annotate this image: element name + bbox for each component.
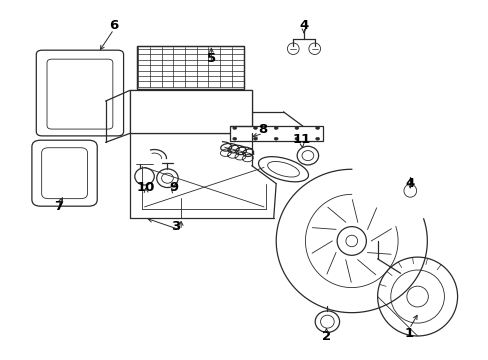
Ellipse shape <box>232 127 236 130</box>
Ellipse shape <box>161 173 173 183</box>
Ellipse shape <box>377 257 457 336</box>
Text: 8: 8 <box>258 123 267 136</box>
FancyBboxPatch shape <box>41 148 87 199</box>
Ellipse shape <box>406 286 427 307</box>
Ellipse shape <box>253 137 257 140</box>
Text: 3: 3 <box>170 220 180 233</box>
Polygon shape <box>130 90 251 134</box>
Ellipse shape <box>336 226 366 255</box>
Ellipse shape <box>403 184 416 197</box>
Ellipse shape <box>294 137 298 140</box>
Ellipse shape <box>294 127 298 130</box>
Ellipse shape <box>258 157 308 182</box>
Ellipse shape <box>267 162 299 177</box>
Text: 2: 2 <box>321 330 330 343</box>
Ellipse shape <box>274 127 278 130</box>
Polygon shape <box>229 126 322 140</box>
Ellipse shape <box>308 43 320 54</box>
Text: 7: 7 <box>54 201 62 213</box>
Ellipse shape <box>320 315 333 328</box>
Ellipse shape <box>157 169 178 188</box>
Ellipse shape <box>297 146 318 165</box>
FancyBboxPatch shape <box>32 140 97 206</box>
Bar <box>137 46 244 89</box>
Text: 1: 1 <box>404 327 413 339</box>
Ellipse shape <box>253 127 257 130</box>
Polygon shape <box>130 90 251 134</box>
FancyBboxPatch shape <box>47 59 113 129</box>
Ellipse shape <box>135 168 154 185</box>
Ellipse shape <box>390 270 444 323</box>
Text: 9: 9 <box>169 181 178 194</box>
Text: 4: 4 <box>299 19 308 32</box>
Ellipse shape <box>302 150 313 161</box>
Ellipse shape <box>315 311 339 332</box>
Text: 10: 10 <box>137 181 155 194</box>
Ellipse shape <box>232 137 236 140</box>
Ellipse shape <box>274 137 278 140</box>
Ellipse shape <box>315 137 319 140</box>
Text: 11: 11 <box>292 133 310 146</box>
Text: 5: 5 <box>206 52 216 65</box>
FancyBboxPatch shape <box>36 50 123 136</box>
Text: 4: 4 <box>405 177 414 190</box>
Bar <box>137 45 244 89</box>
Text: 6: 6 <box>109 19 118 32</box>
Ellipse shape <box>345 235 357 247</box>
Ellipse shape <box>315 127 319 130</box>
Ellipse shape <box>287 43 299 54</box>
